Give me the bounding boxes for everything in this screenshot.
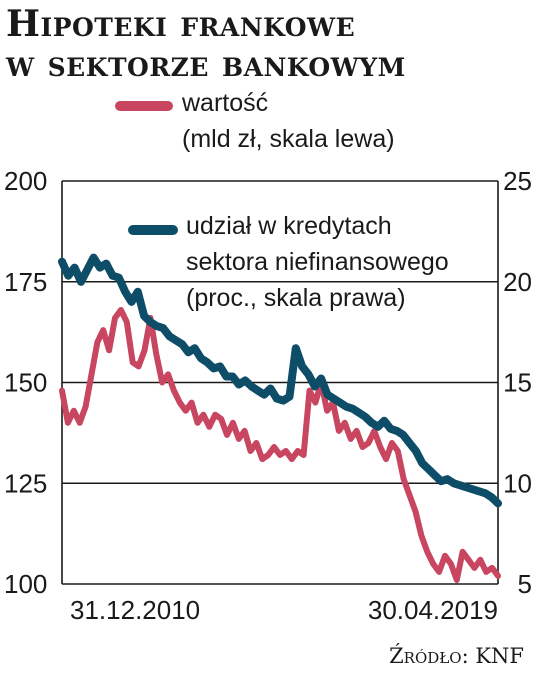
left-tick-label: 100 (4, 569, 47, 599)
right-tick-label: 20 (503, 267, 532, 297)
right-tick-label: 10 (503, 468, 532, 498)
right-tick-label: 5 (518, 569, 532, 599)
series-line-share (58, 253, 502, 508)
left-axis-ticks: 100 125 150 175 200 (4, 166, 47, 599)
left-tick-label: 125 (4, 468, 47, 498)
legend-label-share-2: sektora niefinansowego (186, 248, 449, 276)
legend-label-share-unit: (proc., skala prawa) (186, 284, 406, 312)
x-end-label: 30.04.2019 (368, 595, 498, 625)
legend-swatch-value (115, 101, 173, 111)
legend-swatch-share (128, 225, 178, 235)
left-tick-label: 175 (4, 267, 47, 297)
right-tick-label: 15 (503, 368, 532, 398)
series-lines (58, 253, 502, 583)
legend-label-share: udział w kredytach (186, 212, 392, 240)
chart-title-line-2: w sektorze bankowym (6, 43, 406, 85)
gridlines (61, 180, 499, 585)
x-start-label: 31.12.2010 (70, 595, 200, 625)
right-tick-label: 25 (503, 166, 532, 196)
right-axis-ticks: 5 10 15 20 25 (503, 166, 532, 599)
series-line-value (59, 307, 501, 583)
left-tick-label: 150 (4, 368, 47, 398)
source-note: Źródło: KNF (389, 644, 524, 668)
legend-label-value-unit: (mld zł, skala lewa) (182, 125, 395, 153)
left-tick-label: 200 (4, 166, 47, 196)
legend-label-value: wartość (182, 89, 269, 117)
chart-title-line-1: Hipoteki frankowe (6, 3, 356, 45)
